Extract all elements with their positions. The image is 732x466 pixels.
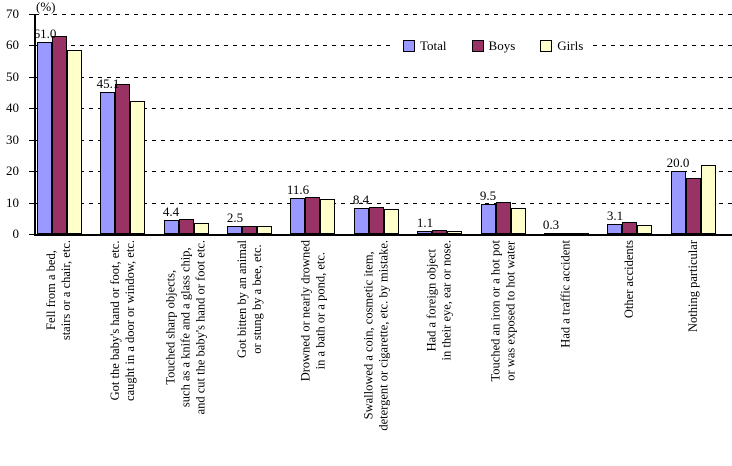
bar-total — [100, 92, 115, 234]
bar-girls — [384, 209, 399, 234]
bar-total — [164, 220, 179, 234]
bar-girls — [257, 226, 272, 234]
legend-label: Total — [420, 38, 447, 53]
bar-boys — [496, 202, 511, 234]
bar-total — [481, 204, 496, 234]
y-axis-tick — [29, 171, 35, 173]
bar-girls — [701, 165, 716, 234]
bar-value-label: 61.0 — [33, 26, 57, 41]
gridline — [35, 108, 732, 110]
x-category-label: Swallowed a coin, cosmetic item, deterge… — [361, 240, 391, 431]
gridline — [35, 45, 732, 47]
bar-boys — [115, 84, 130, 234]
x-category-label: Nothing particular — [685, 240, 700, 332]
bar-total — [354, 208, 369, 234]
y-axis-unit-label: (%) — [36, 0, 56, 14]
bar-boys — [432, 230, 447, 234]
bar-total — [227, 226, 242, 234]
bar-boys — [559, 233, 574, 235]
bar-boys — [305, 197, 320, 234]
bar-total — [671, 171, 686, 234]
bar-girls — [574, 233, 589, 235]
gridline — [35, 139, 732, 141]
y-axis-tick-label: 20 — [6, 163, 19, 179]
bar-boys — [52, 36, 67, 234]
bar-value-label: 0.3 — [542, 217, 560, 232]
x-category-label: Drowned or nearly drowned in a bath or a… — [297, 240, 327, 382]
bar-total — [37, 42, 52, 234]
y-axis-tick — [29, 202, 35, 204]
y-axis-tick-label: 30 — [6, 131, 19, 147]
gridline — [35, 202, 732, 204]
bar-value-label: 1.1 — [416, 215, 434, 230]
legend-swatch-total — [403, 40, 415, 52]
x-category-label: Touched sharp objects, such as a knife a… — [163, 240, 208, 415]
legend: Total Boys Girls — [394, 35, 593, 57]
bar-value-label: 3.1 — [606, 208, 624, 223]
legend-entry: Boys — [471, 38, 516, 54]
bar-girls — [67, 50, 82, 234]
bar-girls — [511, 208, 526, 234]
bar-boys — [622, 222, 637, 234]
gridline — [35, 76, 732, 78]
legend-entry: Girls — [540, 38, 583, 54]
bar-value-label: 11.6 — [286, 182, 310, 197]
x-axis-line — [34, 234, 732, 236]
bar-value-label: 9.5 — [479, 188, 497, 203]
y-axis-tick-label: 40 — [6, 100, 19, 116]
bar-total — [544, 233, 559, 235]
y-axis-tick — [29, 45, 35, 47]
bar-value-label: 4.4 — [162, 204, 180, 219]
bar-total — [290, 198, 305, 234]
bar-girls — [194, 223, 209, 234]
gridline — [35, 14, 732, 15]
x-category-label: Got the baby's hand or foot, etc. caught… — [107, 240, 137, 401]
bar-boys — [242, 226, 257, 234]
bar-girls — [447, 231, 462, 234]
y-axis-tick-label: 70 — [6, 6, 19, 21]
y-axis-tick — [29, 14, 35, 15]
y-axis-tick-label: 0 — [12, 226, 20, 241]
legend-swatch-boys — [471, 40, 484, 52]
x-category-label: Got bitten by an animal or stung by a be… — [234, 240, 264, 359]
x-category-label: Fell from a bed, stairs or a chair, etc. — [44, 240, 74, 341]
bar-total — [607, 224, 622, 234]
bar-value-label: 20.0 — [666, 155, 690, 170]
y-axis-tick-label: 10 — [6, 194, 19, 210]
y-axis-tick — [29, 76, 35, 78]
x-category-label: Other accidents — [622, 240, 637, 319]
legend-label: Girls — [557, 38, 584, 53]
y-axis-tick — [29, 139, 35, 141]
bar-girls — [130, 101, 145, 234]
bar-boys — [369, 207, 384, 234]
y-axis-tick — [29, 108, 35, 110]
x-category-label: Touched an iron or a hot pot or was expo… — [488, 240, 518, 382]
bar-boys — [179, 219, 194, 234]
legend-entry: Total — [403, 38, 447, 54]
x-category-label: Had a foreign object in their eye, ear o… — [424, 240, 454, 361]
legend-swatch-girls — [540, 40, 553, 52]
legend-label: Boys — [488, 38, 516, 53]
bar-boys — [686, 178, 701, 234]
y-axis-tick-label: 50 — [6, 68, 19, 84]
y-axis-tick — [29, 234, 35, 235]
bar-value-label: 8.4 — [352, 192, 370, 207]
bar-girls — [637, 225, 652, 234]
bar-girls — [320, 199, 335, 234]
y-axis-tick-label: 60 — [6, 37, 19, 53]
bar-value-label: 45.1 — [96, 76, 120, 91]
bar-total — [417, 231, 432, 234]
bar-value-label: 2.5 — [226, 210, 244, 225]
gridline — [35, 171, 732, 173]
x-category-label: Had a traffic accident — [558, 240, 573, 348]
y-axis-line — [34, 14, 36, 236]
